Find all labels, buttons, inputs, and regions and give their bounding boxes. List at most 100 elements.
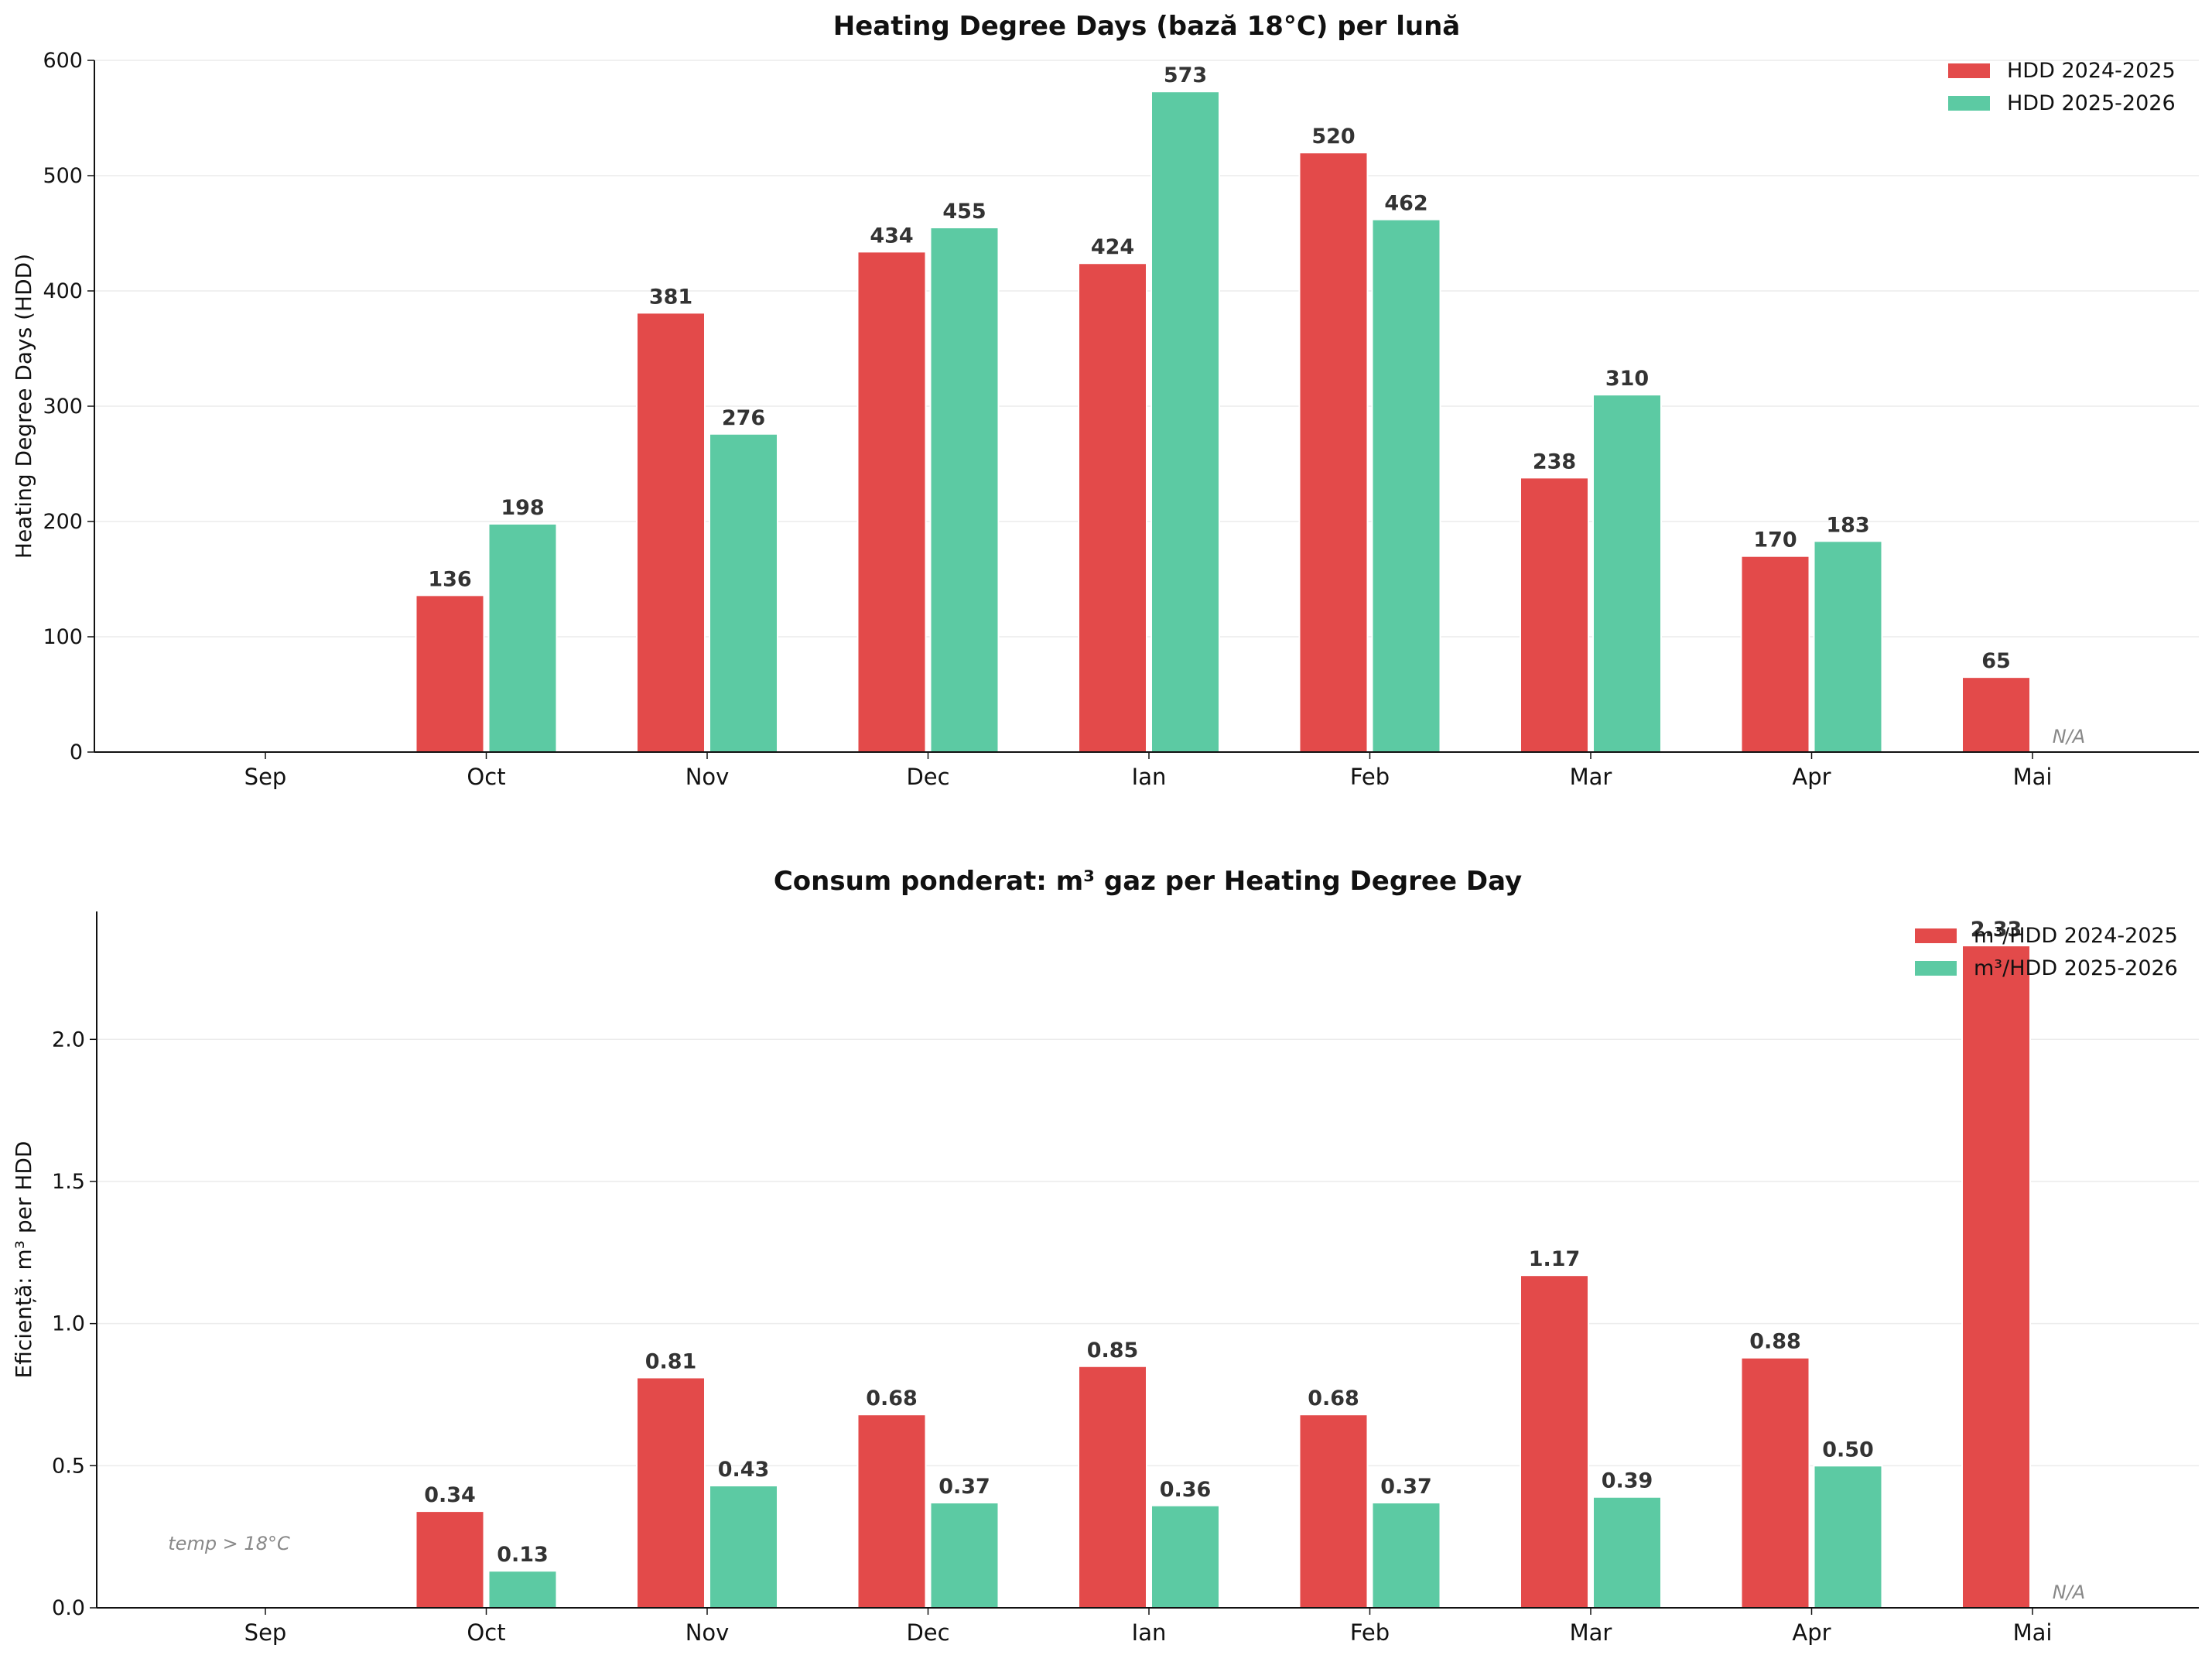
y-tick-label: 2.0 [52, 1028, 85, 1051]
y-tick-label: 100 [43, 625, 83, 649]
bar [1592, 1496, 1662, 1609]
x-tick-label: Dec [906, 764, 949, 790]
data-label: 573 [1164, 63, 1207, 87]
data-label: 310 [1605, 367, 1649, 391]
data-label: 1.17 [1529, 1247, 1581, 1271]
data-label: 0.85 [1087, 1339, 1139, 1363]
data-label: 0.81 [645, 1349, 697, 1373]
x-tick-label: Feb [1350, 764, 1390, 790]
bar [1961, 945, 2031, 1609]
annotation-text: N/A [2053, 726, 2085, 747]
bar [1150, 1504, 1220, 1609]
x-tick-label: Mar [1570, 1619, 1612, 1646]
bar [415, 1510, 485, 1609]
data-label: 198 [501, 496, 544, 520]
bar [1961, 676, 2031, 754]
series-2: 198 276 455 573 462 310 183 [268, 63, 2103, 754]
data-label: 462 [1384, 192, 1427, 216]
legend-label: m³/HDD 2024-2025 [1974, 924, 2178, 948]
legend-label: HDD 2024-2025 [2007, 59, 2176, 83]
bar [929, 1502, 1000, 1609]
data-label: 0.50 [1822, 1438, 1874, 1462]
data-label: 0.34 [424, 1483, 476, 1507]
data-label: 136 [428, 567, 471, 591]
x-tick-label: Feb [1350, 1619, 1390, 1646]
y-tick-label: 400 [43, 279, 83, 303]
bar [1371, 218, 1441, 753]
y-tick-label: 500 [43, 164, 83, 188]
bar [929, 227, 1000, 753]
bar [1298, 1414, 1369, 1609]
data-label: 520 [1311, 125, 1355, 149]
chart-panel-1: Heating Degree Days (bază 18°C) per lună… [11, 11, 2199, 790]
bar [1298, 152, 1369, 753]
legend-swatch [1915, 961, 1957, 976]
legend-swatch [1948, 63, 1990, 78]
data-label: 0.39 [1602, 1469, 1653, 1493]
x-tick-label: Apr [1792, 764, 1831, 790]
bar [1592, 394, 1662, 753]
x-tick-label: Nov [685, 764, 730, 790]
legend: HDD 2024-2025 HDD 2025-2026 [1948, 59, 2176, 115]
series-1: 136 381 434 424 520 238 170 65 [195, 125, 2031, 754]
bar [487, 1570, 558, 1609]
data-label: 381 [649, 285, 692, 309]
annotation-text: N/A [2053, 1581, 2085, 1603]
y-tick-label: 0.0 [52, 1596, 85, 1620]
series-1: 0.34 0.81 0.68 0.85 0.68 1.17 0.88 2.33 [195, 918, 2031, 1609]
legend-label: m³/HDD 2025-2026 [1974, 956, 2178, 980]
bar [487, 522, 558, 753]
bar [636, 1376, 706, 1609]
annotation-text: temp > 18°C [168, 1533, 290, 1554]
bar [636, 312, 706, 753]
x-tick-label: Mai [2013, 764, 2053, 790]
data-label: 170 [1753, 528, 1797, 552]
legend-label: HDD 2025-2026 [2007, 91, 2176, 115]
bar [1150, 91, 1220, 754]
bar [856, 1414, 927, 1609]
x-tick-label: Sep [244, 1619, 287, 1646]
x-tick-label: Mai [2013, 1619, 2053, 1646]
data-label: 0.68 [866, 1387, 918, 1411]
y-tick-label: 200 [43, 510, 83, 534]
bar [1813, 540, 1883, 754]
bar [415, 594, 485, 753]
data-label: 455 [942, 200, 986, 224]
data-label: 276 [722, 406, 765, 430]
data-label: 0.36 [1160, 1478, 1212, 1502]
bar [1078, 1365, 1147, 1609]
bar [1813, 1465, 1883, 1609]
data-label: 0.37 [1380, 1475, 1432, 1499]
bar [856, 251, 927, 753]
bar [1740, 555, 1810, 754]
data-label: 0.88 [1749, 1330, 1801, 1354]
x-tick-label: Ian [1132, 1619, 1167, 1646]
legend-swatch [1915, 928, 1957, 943]
data-label: 434 [870, 224, 913, 248]
bar [1078, 262, 1147, 753]
series-2: 0.13 0.43 0.37 0.36 0.37 0.39 0.50 [268, 1438, 2103, 1609]
data-label: 0.13 [497, 1543, 549, 1567]
x-tick-label: Oct [467, 1619, 505, 1646]
data-label: 424 [1091, 235, 1134, 259]
data-label: 65 [1981, 649, 2011, 673]
chart-panel-2: Consum ponderat: m³ gaz per Heating Degr… [11, 866, 2199, 1646]
y-axis-label: Eficiență: m³ per HDD [11, 1141, 36, 1379]
y-tick-label: 1.0 [52, 1312, 85, 1336]
y-axis-label: Heating Degree Days (HDD) [11, 254, 36, 559]
y-tick-label: 1.5 [52, 1170, 85, 1194]
legend: m³/HDD 2024-2025 m³/HDD 2025-2026 [1915, 924, 2178, 980]
data-label: 183 [1826, 513, 1869, 537]
y-tick-label: 0 [70, 740, 83, 764]
bar [709, 1485, 778, 1609]
chart-title: Consum ponderat: m³ gaz per Heating Degr… [774, 866, 1522, 897]
bar [1371, 1502, 1441, 1609]
x-tick-label: Nov [685, 1619, 730, 1646]
y-tick-label: 600 [43, 49, 83, 73]
data-label: 0.68 [1308, 1387, 1359, 1411]
y-tick-label: 0.5 [52, 1454, 85, 1478]
x-tick-label: Apr [1792, 1619, 1831, 1646]
x-tick-label: Ian [1132, 764, 1167, 790]
